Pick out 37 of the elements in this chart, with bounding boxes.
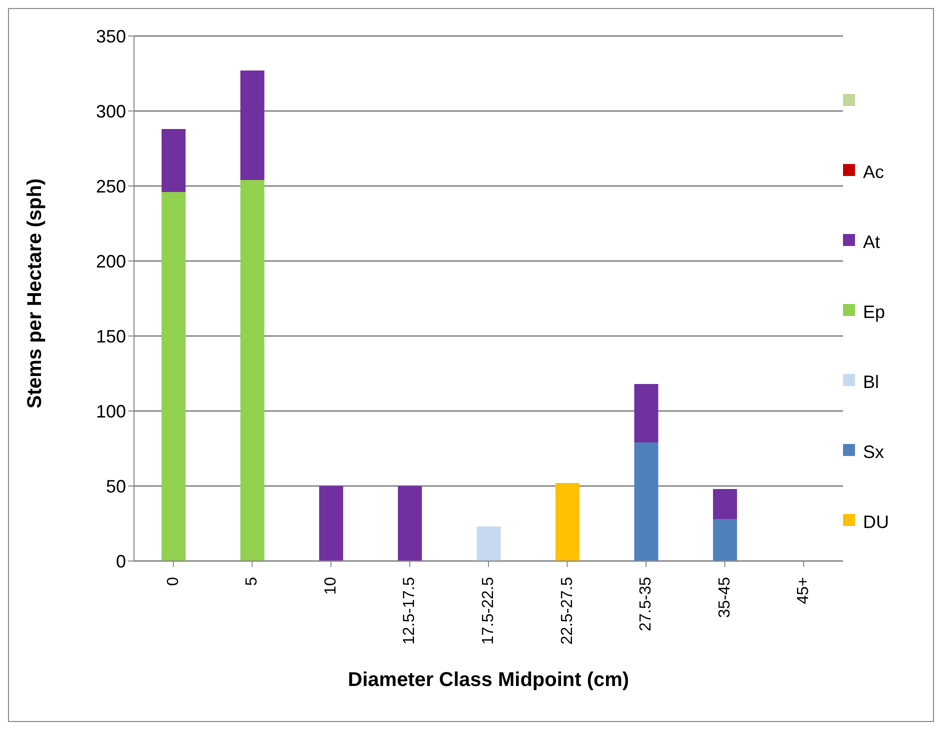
y-tick-label: 100 bbox=[96, 401, 126, 422]
y-tick-label: 350 bbox=[96, 26, 126, 46]
x-axis-title: Diameter Class Midpoint (cm) bbox=[348, 669, 630, 691]
bar bbox=[240, 180, 264, 561]
bar bbox=[713, 519, 738, 561]
bar bbox=[555, 483, 580, 561]
bar bbox=[162, 192, 186, 561]
x-tick-label: 45+ bbox=[795, 577, 812, 604]
x-tick-label: 35-45 bbox=[716, 576, 734, 618]
legend-label: Sx bbox=[863, 441, 884, 464]
bar bbox=[634, 384, 658, 442]
x-tick-label: 27.5-35 bbox=[638, 576, 655, 632]
y-tick-label: 150 bbox=[96, 326, 126, 346]
x-tick-label: 10 bbox=[322, 576, 340, 595]
bar bbox=[162, 129, 186, 192]
y-axis-title: Stems per Hectare (sph) bbox=[24, 178, 46, 408]
y-tick-label: 0 bbox=[116, 551, 126, 572]
x-tick-label: 17.5-22.5 bbox=[480, 576, 497, 645]
y-tick-label: 250 bbox=[96, 176, 126, 196]
bar bbox=[476, 526, 501, 561]
bar bbox=[713, 489, 738, 519]
y-tick-label: 50 bbox=[106, 476, 126, 496]
bar bbox=[240, 70, 264, 180]
bar bbox=[634, 442, 658, 561]
y-tick-label: 300 bbox=[96, 101, 126, 122]
legend-label: Ac bbox=[863, 161, 884, 184]
bar bbox=[319, 486, 344, 561]
legend-label: Ep bbox=[863, 301, 886, 324]
y-tick-label: 200 bbox=[96, 251, 126, 272]
x-tick-label: 22.5-27.5 bbox=[558, 576, 576, 645]
x-tick-label: 5 bbox=[244, 576, 261, 586]
legend-label: DU bbox=[863, 511, 889, 534]
legend-label: At bbox=[863, 231, 880, 254]
x-tick-label: 0 bbox=[164, 576, 182, 586]
x-tick-label: 12.5-17.5 bbox=[401, 576, 418, 645]
legend-label: Bl bbox=[863, 371, 880, 394]
bar bbox=[398, 486, 422, 561]
